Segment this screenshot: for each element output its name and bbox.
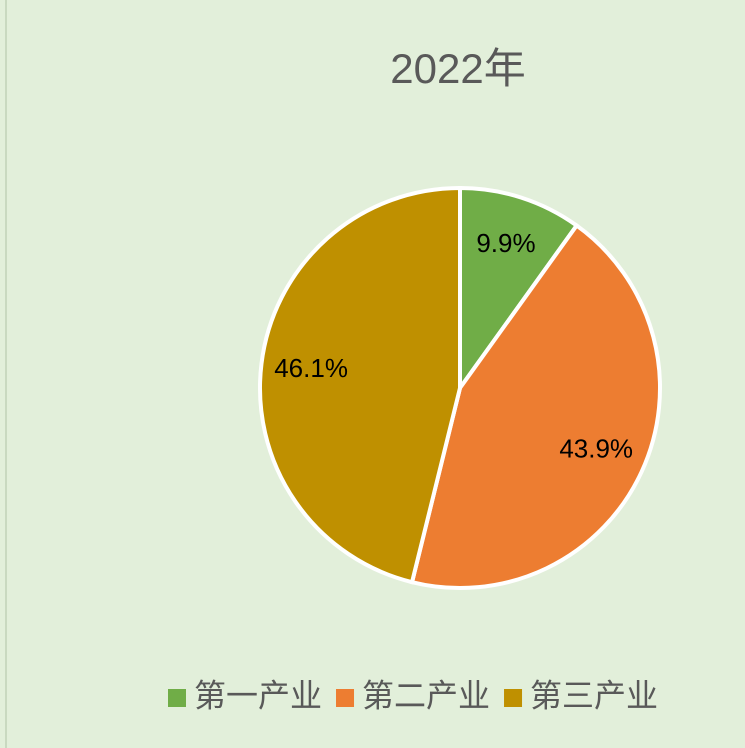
data-label: 43.9% [559,434,633,464]
pie-slice [458,185,580,395]
data-label: 9.9% [476,228,535,258]
data-label: 46.1% [274,353,348,383]
chart-title: 2022年 [390,45,525,92]
legend-swatch [504,689,523,707]
legend-swatch [336,689,355,707]
pie-slice [409,222,662,590]
pie-slice [258,185,462,585]
legend-label: 第二产业 [362,677,490,713]
legend-label: 第三产业 [530,677,658,713]
legend-label: 第一产业 [194,677,322,713]
legend-swatch [168,689,186,707]
